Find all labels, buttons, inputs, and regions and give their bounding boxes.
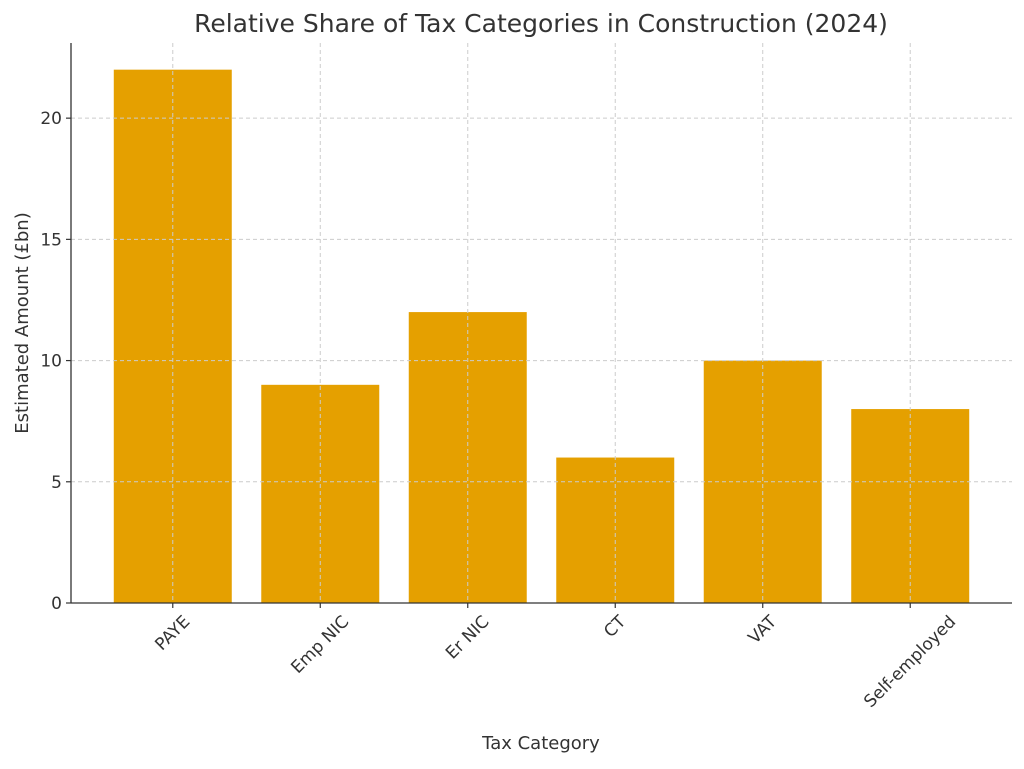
y-tick-label: 15 <box>40 230 62 250</box>
y-tick-label: 10 <box>40 352 62 372</box>
y-tick-label: 20 <box>40 109 62 129</box>
x-ticks: PAYE Emp NIC Er NIC CT VAT Self-employed <box>151 603 960 712</box>
axes <box>70 43 1012 604</box>
x-tick-label: VAT <box>745 612 782 649</box>
y-axis-label: Estimated Amount (£bn) <box>12 212 33 433</box>
x-tick-label: PAYE <box>151 612 194 655</box>
x-tick-label: CT <box>600 612 630 642</box>
y-tick-label: 0 <box>51 594 62 614</box>
y-tick-label: 5 <box>51 473 62 493</box>
x-tick-label: Emp NIC <box>287 612 353 678</box>
bars <box>113 69 970 603</box>
x-tick-label: Er NIC <box>442 612 493 663</box>
x-axis-label: Tax Category <box>481 733 600 754</box>
chart-title: Relative Share of Tax Categories in Cons… <box>194 9 888 38</box>
x-tick-label: Self-employed <box>860 612 960 712</box>
y-ticks: 0 5 10 15 20 <box>40 109 71 614</box>
